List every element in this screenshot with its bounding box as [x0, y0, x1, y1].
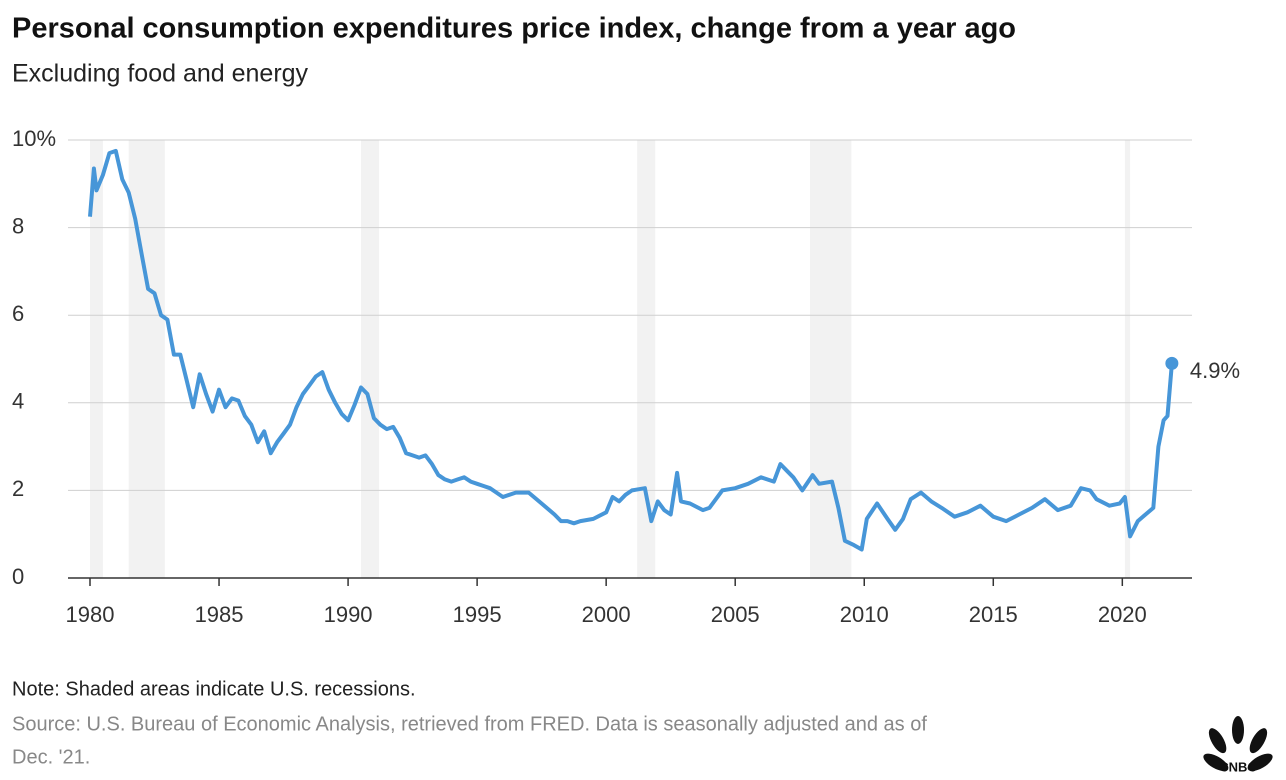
annotation: 4.9%: [1190, 358, 1240, 383]
y-tick-label: 0: [12, 564, 24, 589]
plot-area: [68, 139, 1192, 586]
y-tick-label: 2: [12, 476, 24, 501]
source: Source: U.S. Bureau of Economic Analysis…: [12, 713, 927, 735]
recession-band: [90, 140, 103, 578]
recession-band: [128, 140, 165, 578]
source: Dec. '21.: [12, 746, 90, 768]
logo-icon: [1203, 716, 1273, 772]
x-tick-label: 2000: [582, 602, 631, 627]
recession-band: [360, 140, 380, 578]
chart-subtitle: Excluding food and energy: [12, 60, 309, 88]
note: Note: Shaded areas indicate U.S. recessi…: [12, 678, 416, 700]
logo-text: CNBC: [1219, 759, 1257, 774]
x-tick-label: 1995: [453, 602, 502, 627]
chart-title: Personal consumption expenditures price …: [12, 13, 1016, 45]
x-tick-label: 1980: [66, 602, 115, 627]
recession-band: [637, 140, 656, 578]
logo: CNBC: [1203, 716, 1273, 774]
x-tick-label: 1990: [324, 602, 373, 627]
recession-band: [1124, 140, 1131, 578]
y-tick-label: 10%: [12, 126, 56, 151]
y-tick-label: 8: [12, 213, 24, 238]
line: [88, 148, 1174, 552]
x-tick-label: 1985: [195, 602, 244, 627]
end-point: [1165, 356, 1179, 370]
x-tick-label: 2005: [711, 602, 760, 627]
y-tick-label: 6: [12, 301, 24, 326]
x-tick-label: 2010: [840, 602, 889, 627]
x-tick-label: 2020: [1098, 602, 1147, 627]
recession-band: [810, 140, 852, 578]
y-tick-label: 4: [12, 389, 24, 414]
x-tick-label: 2015: [969, 602, 1018, 627]
